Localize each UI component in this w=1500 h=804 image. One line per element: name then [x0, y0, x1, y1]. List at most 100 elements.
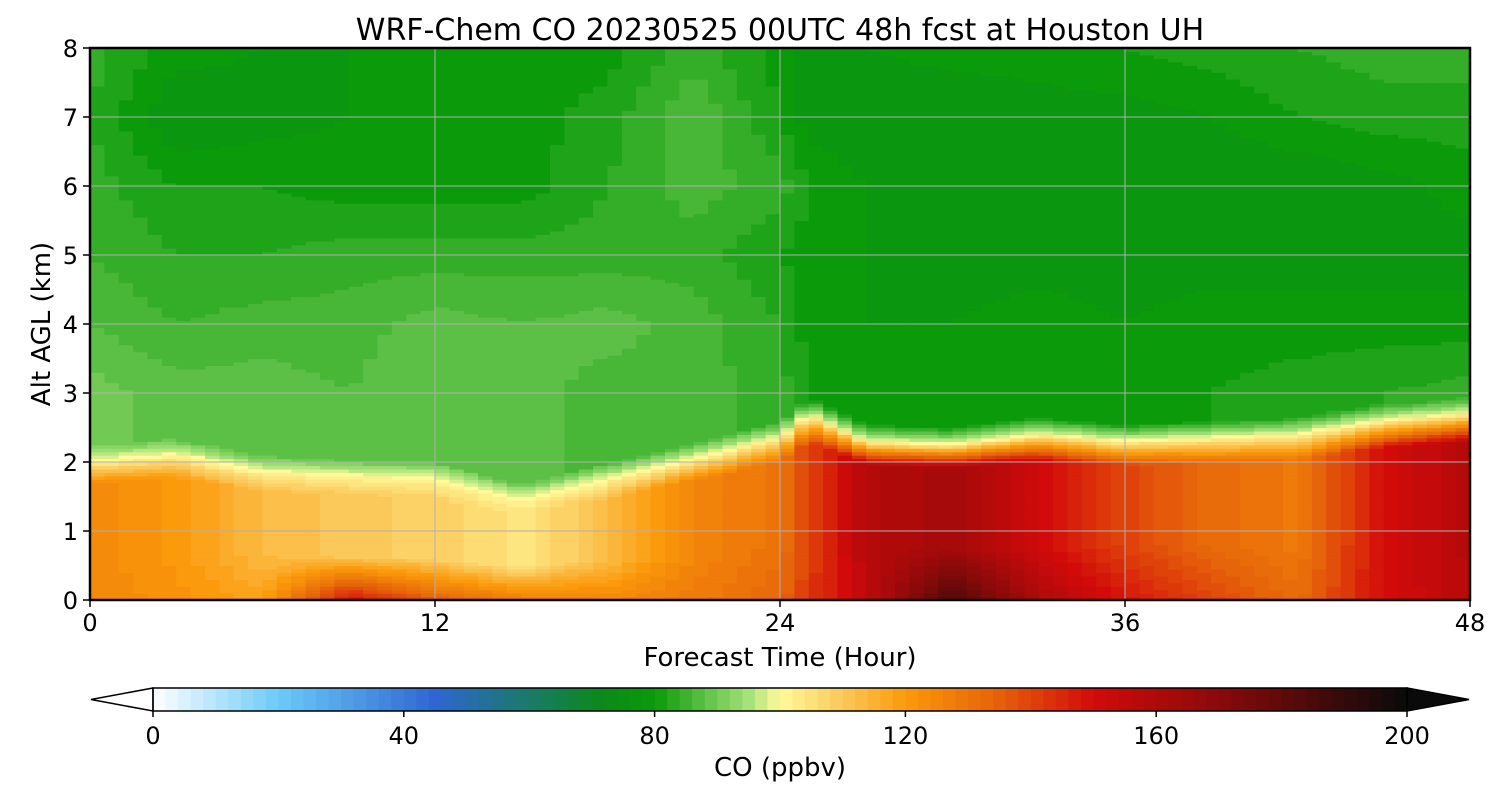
field-cell: [435, 493, 450, 498]
field-cell: [276, 486, 292, 491]
field-cell: [219, 282, 235, 287]
field-cell: [449, 361, 465, 366]
field-cell: [90, 89, 105, 94]
field-cell: [420, 141, 436, 146]
field-cell: [219, 241, 235, 246]
field-cell: [133, 289, 149, 294]
field-cell: [190, 241, 206, 246]
field-cell: [276, 48, 292, 53]
field-cell: [449, 548, 465, 553]
field-cell: [90, 434, 105, 439]
field-cell: [176, 517, 192, 522]
field-cell: [506, 251, 522, 256]
field-cell: [363, 565, 379, 570]
field-cell: [478, 268, 494, 273]
field-cell: [435, 54, 450, 59]
field-cell: [348, 123, 364, 128]
field-cell: [90, 275, 105, 280]
field-cell: [435, 103, 450, 108]
field-cell: [118, 582, 134, 587]
field-cell: [406, 424, 422, 429]
field-cell: [262, 89, 278, 94]
field-cell: [363, 424, 379, 429]
field-cell: [377, 106, 393, 111]
field-cell: [463, 299, 479, 304]
field-cell: [478, 186, 494, 191]
field-cell: [90, 344, 105, 349]
field-cell: [420, 441, 436, 446]
field-cell: [190, 324, 206, 329]
field-cell: [147, 248, 163, 253]
field-cell: [219, 589, 235, 594]
field-cell: [219, 475, 235, 480]
field-cell: [262, 289, 278, 294]
field-cell: [248, 306, 264, 311]
field-cell: [205, 537, 220, 542]
field-cell: [147, 551, 163, 556]
field-cell: [133, 555, 149, 560]
field-cell: [118, 568, 134, 573]
field-cell: [133, 213, 149, 218]
field-cell: [147, 324, 163, 329]
field-cell: [406, 489, 422, 494]
field-cell: [262, 544, 278, 549]
field-cell: [118, 268, 134, 273]
field-cell: [377, 275, 393, 280]
field-cell: [334, 144, 350, 149]
field-cell: [478, 61, 494, 66]
field-cell: [133, 79, 149, 84]
field-cell: [435, 555, 450, 560]
field-cell: [233, 306, 249, 311]
field-cell: [90, 475, 105, 480]
field-cell: [161, 158, 177, 163]
field-cell: [219, 248, 235, 253]
field-cell: [90, 582, 105, 587]
field-cell: [161, 462, 177, 467]
field-cell: [219, 258, 235, 263]
field-cell: [305, 537, 321, 542]
field-cell: [233, 503, 249, 508]
field-cell: [118, 210, 134, 215]
field-cell: [363, 551, 379, 556]
field-cell: [147, 234, 163, 239]
field-cell: [104, 313, 120, 318]
field-cell: [420, 479, 436, 484]
field-cell: [391, 579, 407, 584]
field-cell: [262, 489, 278, 494]
field-cell: [492, 306, 508, 311]
field-cell: [161, 479, 177, 484]
field-cell: [348, 482, 364, 487]
field-cell: [291, 537, 307, 542]
field-cell: [492, 237, 508, 242]
field-cell: [463, 586, 479, 591]
field-cell: [506, 110, 522, 115]
field-cell: [348, 410, 364, 415]
field-cell: [133, 199, 149, 204]
field-cell: [233, 79, 249, 84]
field-cell: [506, 596, 522, 600]
field-cell: [506, 482, 522, 487]
field-cell: [449, 210, 465, 215]
field-cell: [147, 510, 163, 515]
field-cell: [190, 117, 206, 122]
field-cell: [305, 448, 321, 453]
field-cell: [348, 313, 364, 318]
field-cell: [161, 220, 177, 225]
field-cell: [492, 482, 508, 487]
field-cell: [363, 544, 379, 549]
field-cell: [205, 268, 220, 273]
field-cell: [406, 524, 422, 529]
field-cell: [406, 203, 422, 208]
field-cell: [449, 396, 465, 401]
field-cell: [492, 365, 508, 370]
field-cell: [391, 75, 407, 80]
field-cell: [435, 320, 450, 325]
field-cell: [161, 361, 177, 366]
field-cell: [233, 475, 249, 480]
field-cell: [233, 172, 249, 177]
field-cell: [205, 382, 220, 387]
field-cell: [176, 486, 192, 491]
field-cell: [305, 96, 321, 101]
field-cell: [377, 579, 393, 584]
field-cell: [133, 123, 149, 128]
